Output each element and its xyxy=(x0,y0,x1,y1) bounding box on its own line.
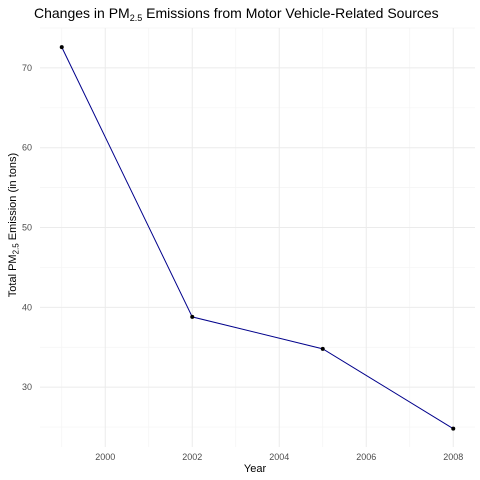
data-point xyxy=(59,45,64,50)
y-tick-label: 30 xyxy=(22,382,32,392)
data-point xyxy=(320,346,325,351)
x-axis-title: Year xyxy=(244,463,267,475)
data-point xyxy=(190,314,195,319)
chart-title: Changes in PM2.5 Emissions from Motor Ve… xyxy=(34,5,439,23)
y-tick-label: 70 xyxy=(22,63,32,73)
series-line xyxy=(61,46,454,430)
y-tick-label: 40 xyxy=(22,302,32,312)
x-tick-label: 2000 xyxy=(95,452,115,462)
x-tick-label: 2006 xyxy=(356,452,376,462)
x-tick-label: 2004 xyxy=(269,452,289,462)
series xyxy=(59,45,456,431)
chart-title-subscript: 2.5 xyxy=(130,13,143,23)
grid xyxy=(40,27,475,447)
y-tick-label: 50 xyxy=(22,223,32,233)
y-tick-label: 60 xyxy=(22,143,32,153)
y-axis-title: Total PM2.5 Emission (in tons) xyxy=(7,153,21,297)
tick-labels: 2000 2002 2004 2006 2008 30 40 50 60 70 xyxy=(22,63,463,462)
data-point xyxy=(451,426,456,431)
x-tick-label: 2002 xyxy=(182,452,202,462)
x-tick-label: 2008 xyxy=(443,452,463,462)
y-axis-title-subscript: 2.5 xyxy=(12,243,21,255)
